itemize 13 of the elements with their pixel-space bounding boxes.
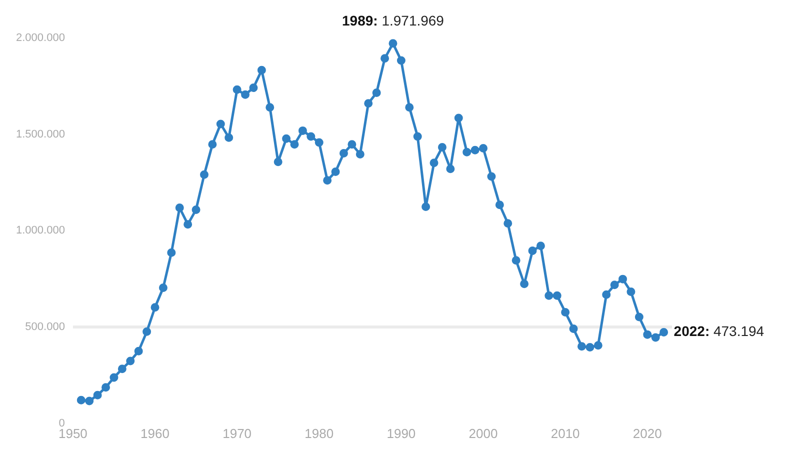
y-tick-label: 500.000 [25,321,65,334]
x-tick-label: 1990 [386,426,416,441]
annotation: 1989: 1.971.969 [342,12,444,28]
y-tick-label: 1.500.000 [16,128,65,140]
y-tick-label: 1.000.000 [16,224,65,237]
y-tick-label: 2.000.000 [16,32,65,44]
x-tick-label: 2020 [632,426,662,441]
x-tick-label: 2010 [550,426,580,441]
x-tick-label: 1980 [304,426,334,441]
annotation: 2022: 473.194 [674,323,764,340]
x-tick-label: 2000 [468,426,498,441]
x-tick-label: 1970 [222,426,252,441]
x-tick-label: 1960 [140,426,170,441]
